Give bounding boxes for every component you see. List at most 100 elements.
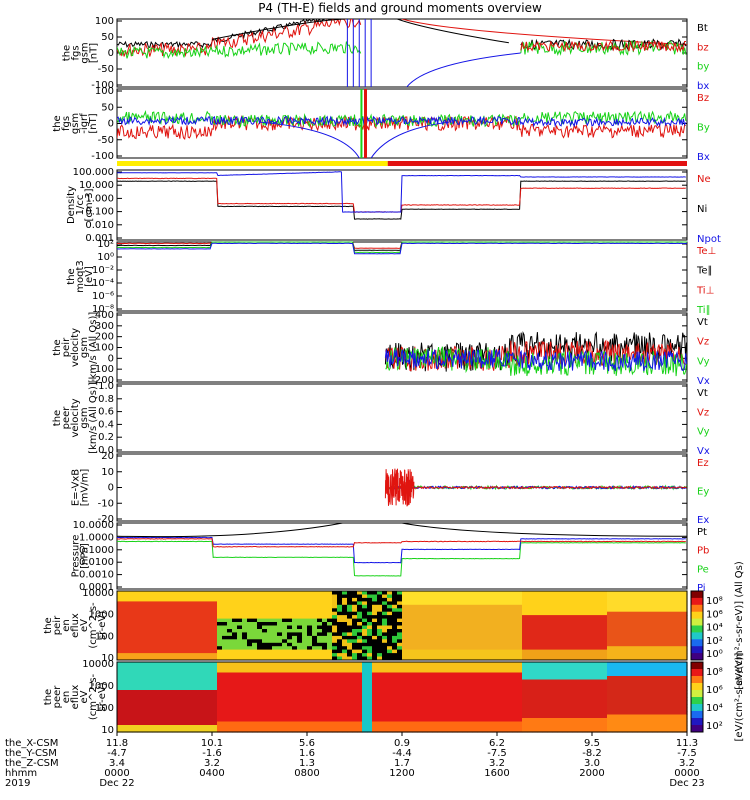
spectrogram-cell	[162, 597, 168, 602]
spectrogram-cell	[317, 683, 323, 688]
spectrogram-cell	[437, 686, 443, 691]
colorbar-tick: 10⁰	[706, 649, 723, 660]
spectrogram-cell	[587, 639, 593, 644]
spectrogram-cell	[667, 711, 673, 716]
spectrogram-cell	[652, 646, 658, 651]
spectrogram-cell	[332, 700, 338, 705]
spectrogram-cell	[612, 728, 618, 733]
x-axis-value: 2000	[579, 768, 604, 779]
spectrogram-cell	[217, 646, 223, 651]
y-tick-label: -20	[98, 514, 114, 525]
spectrogram-cell	[462, 665, 468, 670]
spectrogram-cell	[267, 656, 273, 661]
y-axis-title-line: [nT]	[88, 113, 99, 133]
spectrogram-cell	[162, 676, 168, 681]
spectrogram-cell	[142, 597, 148, 602]
spectrogram-cell	[622, 639, 628, 644]
spectrogram-cell	[467, 672, 473, 677]
spectrogram-cell	[657, 591, 663, 595]
spectrogram-cell	[437, 676, 443, 681]
spectrogram-cell	[277, 686, 283, 691]
spectrogram-cell	[137, 625, 143, 630]
spectrogram-cell	[647, 725, 653, 730]
spectrogram-cell	[172, 656, 178, 661]
x-axis-row-label: the_X-CSM	[5, 738, 58, 749]
spectrogram-cell	[302, 591, 308, 595]
spectrogram-cell	[387, 632, 393, 637]
spectrogram-cell	[122, 665, 128, 670]
spectrogram-cell	[187, 679, 193, 684]
spectrogram-cell	[607, 646, 613, 651]
spectrogram-cell	[442, 711, 448, 716]
spectrogram-cell	[262, 608, 268, 613]
spectrogram-cell	[477, 597, 483, 602]
spectrogram-cell	[137, 707, 143, 712]
spectrogram-cell	[487, 707, 493, 712]
spectrogram-cell	[192, 608, 198, 613]
spectrogram-cell	[667, 662, 673, 667]
spectrogram-cell	[682, 622, 688, 626]
spectrogram-cell	[137, 591, 143, 595]
spectrogram-cell	[212, 662, 218, 667]
spectrogram-cell	[157, 707, 163, 712]
spectrogram-cell	[162, 594, 168, 599]
spectrogram-cell	[362, 642, 368, 647]
spectrogram-cell	[357, 625, 363, 630]
spectrogram-cell	[142, 672, 148, 677]
spectrogram-cell	[537, 649, 543, 654]
spectrogram-cell	[557, 615, 563, 620]
colorbar-tick: 10⁸	[706, 596, 723, 607]
spectrogram-cell	[217, 704, 223, 709]
spectrogram-cell	[417, 615, 423, 620]
spectrogram-cell	[332, 718, 338, 723]
spectrogram-cell	[162, 672, 168, 677]
spectrogram-cell	[517, 629, 523, 633]
spectrogram-cell	[187, 629, 193, 633]
spectrogram-cell	[182, 656, 188, 661]
spectrogram-peer-eflux	[116, 661, 688, 733]
spectrogram-cell	[407, 690, 413, 695]
spectrogram-cell	[432, 611, 438, 616]
spectrogram-cell	[677, 693, 683, 698]
spectrogram-cell	[312, 725, 318, 730]
spectrogram-cell	[262, 683, 268, 688]
spectrogram-cell	[622, 714, 628, 719]
spectrogram-cell	[432, 672, 438, 677]
spectrogram-cell	[132, 594, 138, 599]
spectrogram-cell	[152, 714, 158, 719]
spectrogram-cell	[352, 714, 358, 719]
spectrogram-cell	[422, 591, 428, 595]
spectrogram-cell	[397, 704, 403, 709]
spectrogram-cell	[142, 700, 148, 705]
panel-frame	[116, 18, 688, 88]
spectrogram-cell	[222, 669, 228, 674]
spectrogram-cell	[402, 656, 408, 661]
spectrogram-cell	[292, 665, 298, 670]
spectrogram-cell	[647, 718, 653, 723]
spectrogram-cell	[142, 646, 148, 651]
spectrogram-cell	[122, 676, 128, 681]
spectrogram-cell	[362, 690, 368, 695]
y-axis-title-line: sr-eV)	[97, 611, 108, 640]
y-axis-title-line: (cm^2-s-	[88, 602, 99, 649]
spectrogram-cell	[432, 711, 438, 716]
spectrogram-cell	[392, 665, 398, 670]
spectrogram-cell	[557, 669, 563, 674]
spectrogram-cell	[167, 700, 173, 705]
spectrogram-cell	[607, 611, 613, 616]
spectrogram-cell	[237, 635, 243, 640]
spectrogram-cell	[287, 725, 293, 730]
spectrogram-cell	[532, 635, 538, 640]
spectrogram-cell	[287, 711, 293, 716]
spectrogram-cell	[527, 597, 533, 602]
spectrogram-cell	[322, 721, 328, 726]
series-line-by	[117, 41, 362, 59]
spectrogram-cell	[322, 594, 328, 599]
spectrogram-cell	[422, 622, 428, 626]
spectrogram-cell	[337, 721, 343, 726]
spectrogram-cell	[427, 629, 433, 633]
spectrogram-cell	[552, 625, 558, 630]
spectrogram-cell	[122, 669, 128, 674]
spectrogram-cell	[257, 728, 263, 733]
spectrogram-cell	[242, 721, 248, 726]
